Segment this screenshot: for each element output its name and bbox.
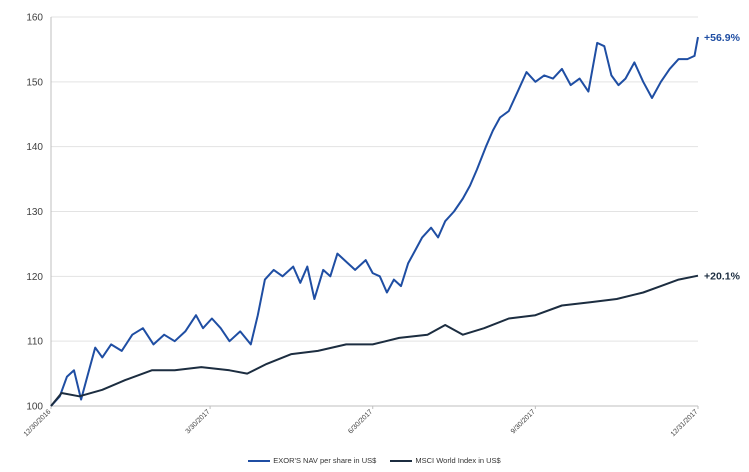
legend-item-exor: EXOR'S NAV per share in US$: [248, 456, 376, 465]
legend: EXOR'S NAV per share in US$ MSCI World I…: [0, 456, 749, 465]
series-line-msci: [50, 274, 699, 407]
y-tick-label: 100: [26, 402, 43, 413]
end-label-msci: +20.1%: [704, 271, 741, 283]
x-tick-label: 12/30/2016: [23, 408, 53, 438]
series-lines: [50, 36, 699, 407]
y-axis: 100 110 120 130 140 150 160: [26, 13, 52, 413]
y-tick-label: 110: [27, 337, 43, 348]
x-axis: 12/30/2016 3/30/2017 6/30/2017 9/30/2017 12/…: [23, 405, 700, 438]
y-tick-label: 140: [26, 142, 43, 153]
series-line-exor: [50, 36, 699, 407]
legend-item-msci: MSCI World Index in US$: [390, 456, 501, 465]
legend-swatch-msci: [390, 460, 413, 463]
y-tick-label: 120: [26, 272, 43, 283]
end-label-exor: +56.9%: [704, 32, 741, 44]
legend-swatch-exor: [248, 460, 271, 463]
x-tick-label: 3/30/2017: [185, 408, 212, 435]
legend-label-msci: MSCI World Index in US$: [415, 456, 501, 465]
gridlines: [51, 16, 698, 342]
y-tick-label: 150: [26, 77, 43, 88]
legend-label-exor: EXOR'S NAV per share in US$: [273, 456, 377, 465]
end-annotations: +56.9% +20.1%: [704, 32, 741, 283]
x-tick-label: 6/30/2017: [347, 408, 374, 435]
x-tick-label: 9/30/2017: [510, 408, 537, 435]
y-tick-label: 160: [26, 13, 43, 24]
x-tick-label: 12/31/2017: [670, 408, 700, 438]
y-tick-label: 130: [26, 207, 43, 218]
